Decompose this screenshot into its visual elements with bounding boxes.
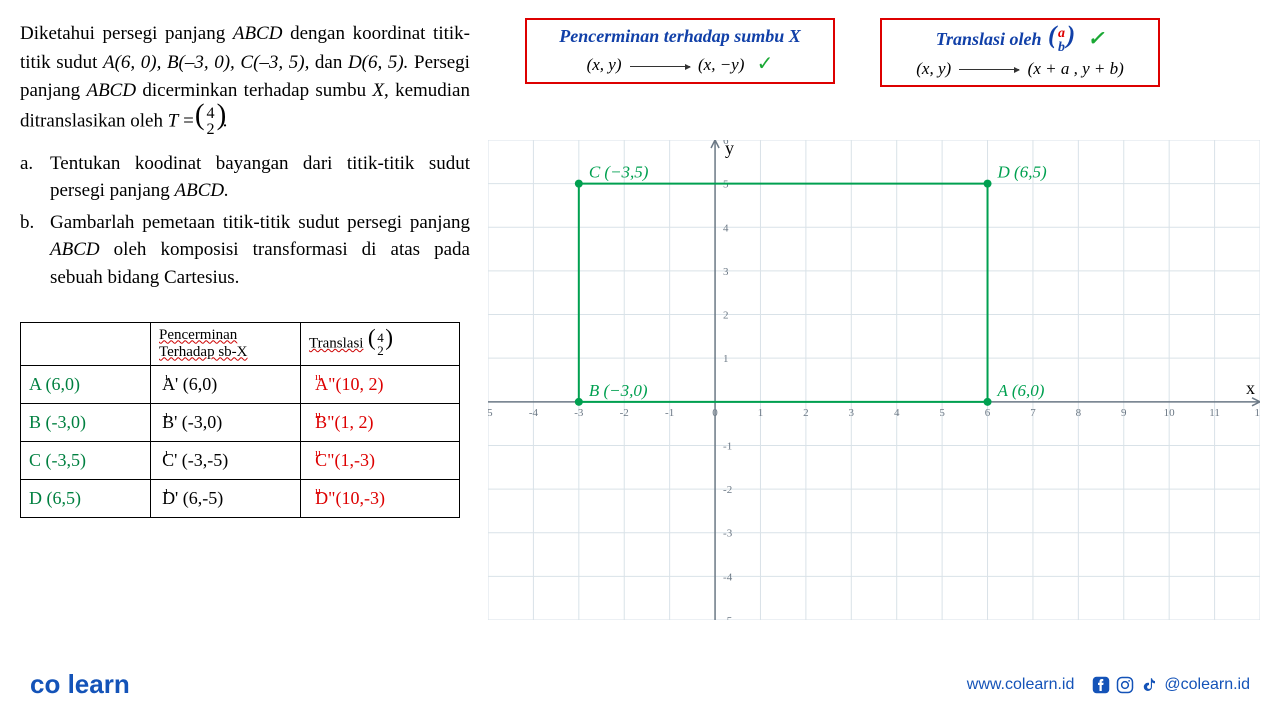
cell-orig: A (6,0) bbox=[21, 365, 151, 403]
svg-text:-1: -1 bbox=[723, 440, 732, 452]
problem-text: Diketahui persegi panjang ABCD dengan ko… bbox=[20, 20, 470, 138]
svg-text:5: 5 bbox=[939, 407, 945, 419]
cartesian-graph: -5-4-3-2-10123456789101112-5-4-3-2-11234… bbox=[488, 140, 1260, 620]
svg-text:2: 2 bbox=[723, 310, 729, 322]
svg-text:11: 11 bbox=[1209, 407, 1220, 419]
colearn-logo: co learn bbox=[30, 669, 130, 700]
header-reflection: Pencerminan Terhadap sb-X bbox=[151, 322, 301, 365]
table-row: B (-3,0) ıB' (-3,0) ııB"(1, 2) bbox=[21, 403, 460, 441]
svg-text:C (−3,5): C (−3,5) bbox=[589, 163, 649, 182]
header-blank bbox=[21, 322, 151, 365]
rule-box-reflection: Pencerminan terhadap sumbu X (x, y) (x, … bbox=[525, 18, 835, 84]
question-b-text: Gambarlah pemetaan titik-titik sudut per… bbox=[50, 209, 470, 292]
svg-text:6: 6 bbox=[985, 407, 991, 419]
footer-handle: @colearn.id bbox=[1164, 676, 1250, 694]
cell-trans: ııA"(10, 2) bbox=[301, 365, 460, 403]
svg-text:4: 4 bbox=[894, 407, 900, 419]
svg-text:9: 9 bbox=[1121, 407, 1127, 419]
svg-text:10: 10 bbox=[1164, 407, 1176, 419]
cell-refl: ıA' (6,0) bbox=[151, 365, 301, 403]
svg-text:2: 2 bbox=[803, 407, 809, 419]
svg-text:5: 5 bbox=[723, 179, 729, 191]
rule1-mapping: (x, y) (x, −y) ✓ bbox=[539, 51, 821, 76]
svg-text:-5: -5 bbox=[488, 407, 493, 419]
svg-text:7: 7 bbox=[1030, 407, 1036, 419]
check-icon: ✓ bbox=[1088, 28, 1105, 50]
svg-text:1: 1 bbox=[723, 353, 729, 365]
table-row: A (6,0) ıA' (6,0) ııA"(10, 2) bbox=[21, 365, 460, 403]
svg-text:B (−3,0): B (−3,0) bbox=[589, 381, 648, 400]
svg-text:0: 0 bbox=[712, 407, 718, 419]
cell-orig: C (-3,5) bbox=[21, 441, 151, 479]
svg-text:x: x bbox=[1246, 378, 1255, 398]
check-icon: ✓ bbox=[757, 53, 774, 75]
cell-orig: B (-3,0) bbox=[21, 403, 151, 441]
rule2-title: Translasi oleh a b ✓ bbox=[894, 26, 1146, 55]
social-icons: @colearn.id bbox=[1092, 676, 1250, 694]
rule1-title: Pencerminan terhadap sumbu X bbox=[539, 26, 821, 47]
cell-trans: ııD"(10,-3) bbox=[301, 479, 460, 517]
header-translation: Translasi 42 bbox=[301, 322, 460, 365]
svg-text:-3: -3 bbox=[574, 407, 584, 419]
solution-table: Pencerminan Terhadap sb-X Translasi 42 A… bbox=[20, 322, 460, 518]
svg-text:-4: -4 bbox=[529, 407, 539, 419]
table-row: D (6,5) ıD' (6,-5) ııD"(10,-3) bbox=[21, 479, 460, 517]
cell-orig: D (6,5) bbox=[21, 479, 151, 517]
facebook-icon bbox=[1092, 676, 1110, 694]
footer-url: www.colearn.id bbox=[967, 676, 1075, 694]
svg-text:-4: -4 bbox=[723, 571, 733, 583]
svg-text:-2: -2 bbox=[723, 484, 732, 496]
rule-box-translation: Translasi oleh a b ✓ (x, y) (x + a , y +… bbox=[880, 18, 1160, 87]
cell-refl: ıC' (-3,-5) bbox=[151, 441, 301, 479]
table-header-row: Pencerminan Terhadap sb-X Translasi 42 bbox=[21, 322, 460, 365]
rule2-mapping: (x, y) (x + a , y + b) bbox=[894, 59, 1146, 79]
svg-text:8: 8 bbox=[1076, 407, 1082, 419]
svg-text:-3: -3 bbox=[723, 528, 733, 540]
svg-text:-2: -2 bbox=[620, 407, 629, 419]
svg-text:y: y bbox=[725, 140, 734, 158]
cell-trans: ııB"(1, 2) bbox=[301, 403, 460, 441]
svg-text:3: 3 bbox=[849, 407, 855, 419]
cell-trans: ııC"(1,-3) bbox=[301, 441, 460, 479]
question-list: a. Tentukan koodinat bayangan dari titik… bbox=[20, 150, 470, 292]
cell-refl: ıB' (-3,0) bbox=[151, 403, 301, 441]
question-b-label: b. bbox=[20, 209, 50, 292]
table-row: C (-3,5) ıC' (-3,-5) ııC"(1,-3) bbox=[21, 441, 460, 479]
svg-text:3: 3 bbox=[723, 266, 729, 278]
footer: co learn www.colearn.id @colearn.id bbox=[0, 669, 1280, 700]
svg-text:D (6,5): D (6,5) bbox=[997, 163, 1047, 182]
instagram-icon bbox=[1116, 676, 1134, 694]
cell-refl: ıD' (6,-5) bbox=[151, 479, 301, 517]
svg-text:1: 1 bbox=[758, 407, 764, 419]
tiktok-icon bbox=[1140, 676, 1158, 694]
svg-text:4: 4 bbox=[723, 222, 729, 234]
svg-text:12: 12 bbox=[1255, 407, 1261, 419]
svg-text:-5: -5 bbox=[723, 615, 733, 620]
svg-text:A (6,0): A (6,0) bbox=[997, 381, 1045, 400]
question-a-label: a. bbox=[20, 150, 50, 205]
question-a-text: Tentukan koodinat bayangan dari titik-ti… bbox=[50, 150, 470, 205]
svg-text:-1: -1 bbox=[665, 407, 674, 419]
